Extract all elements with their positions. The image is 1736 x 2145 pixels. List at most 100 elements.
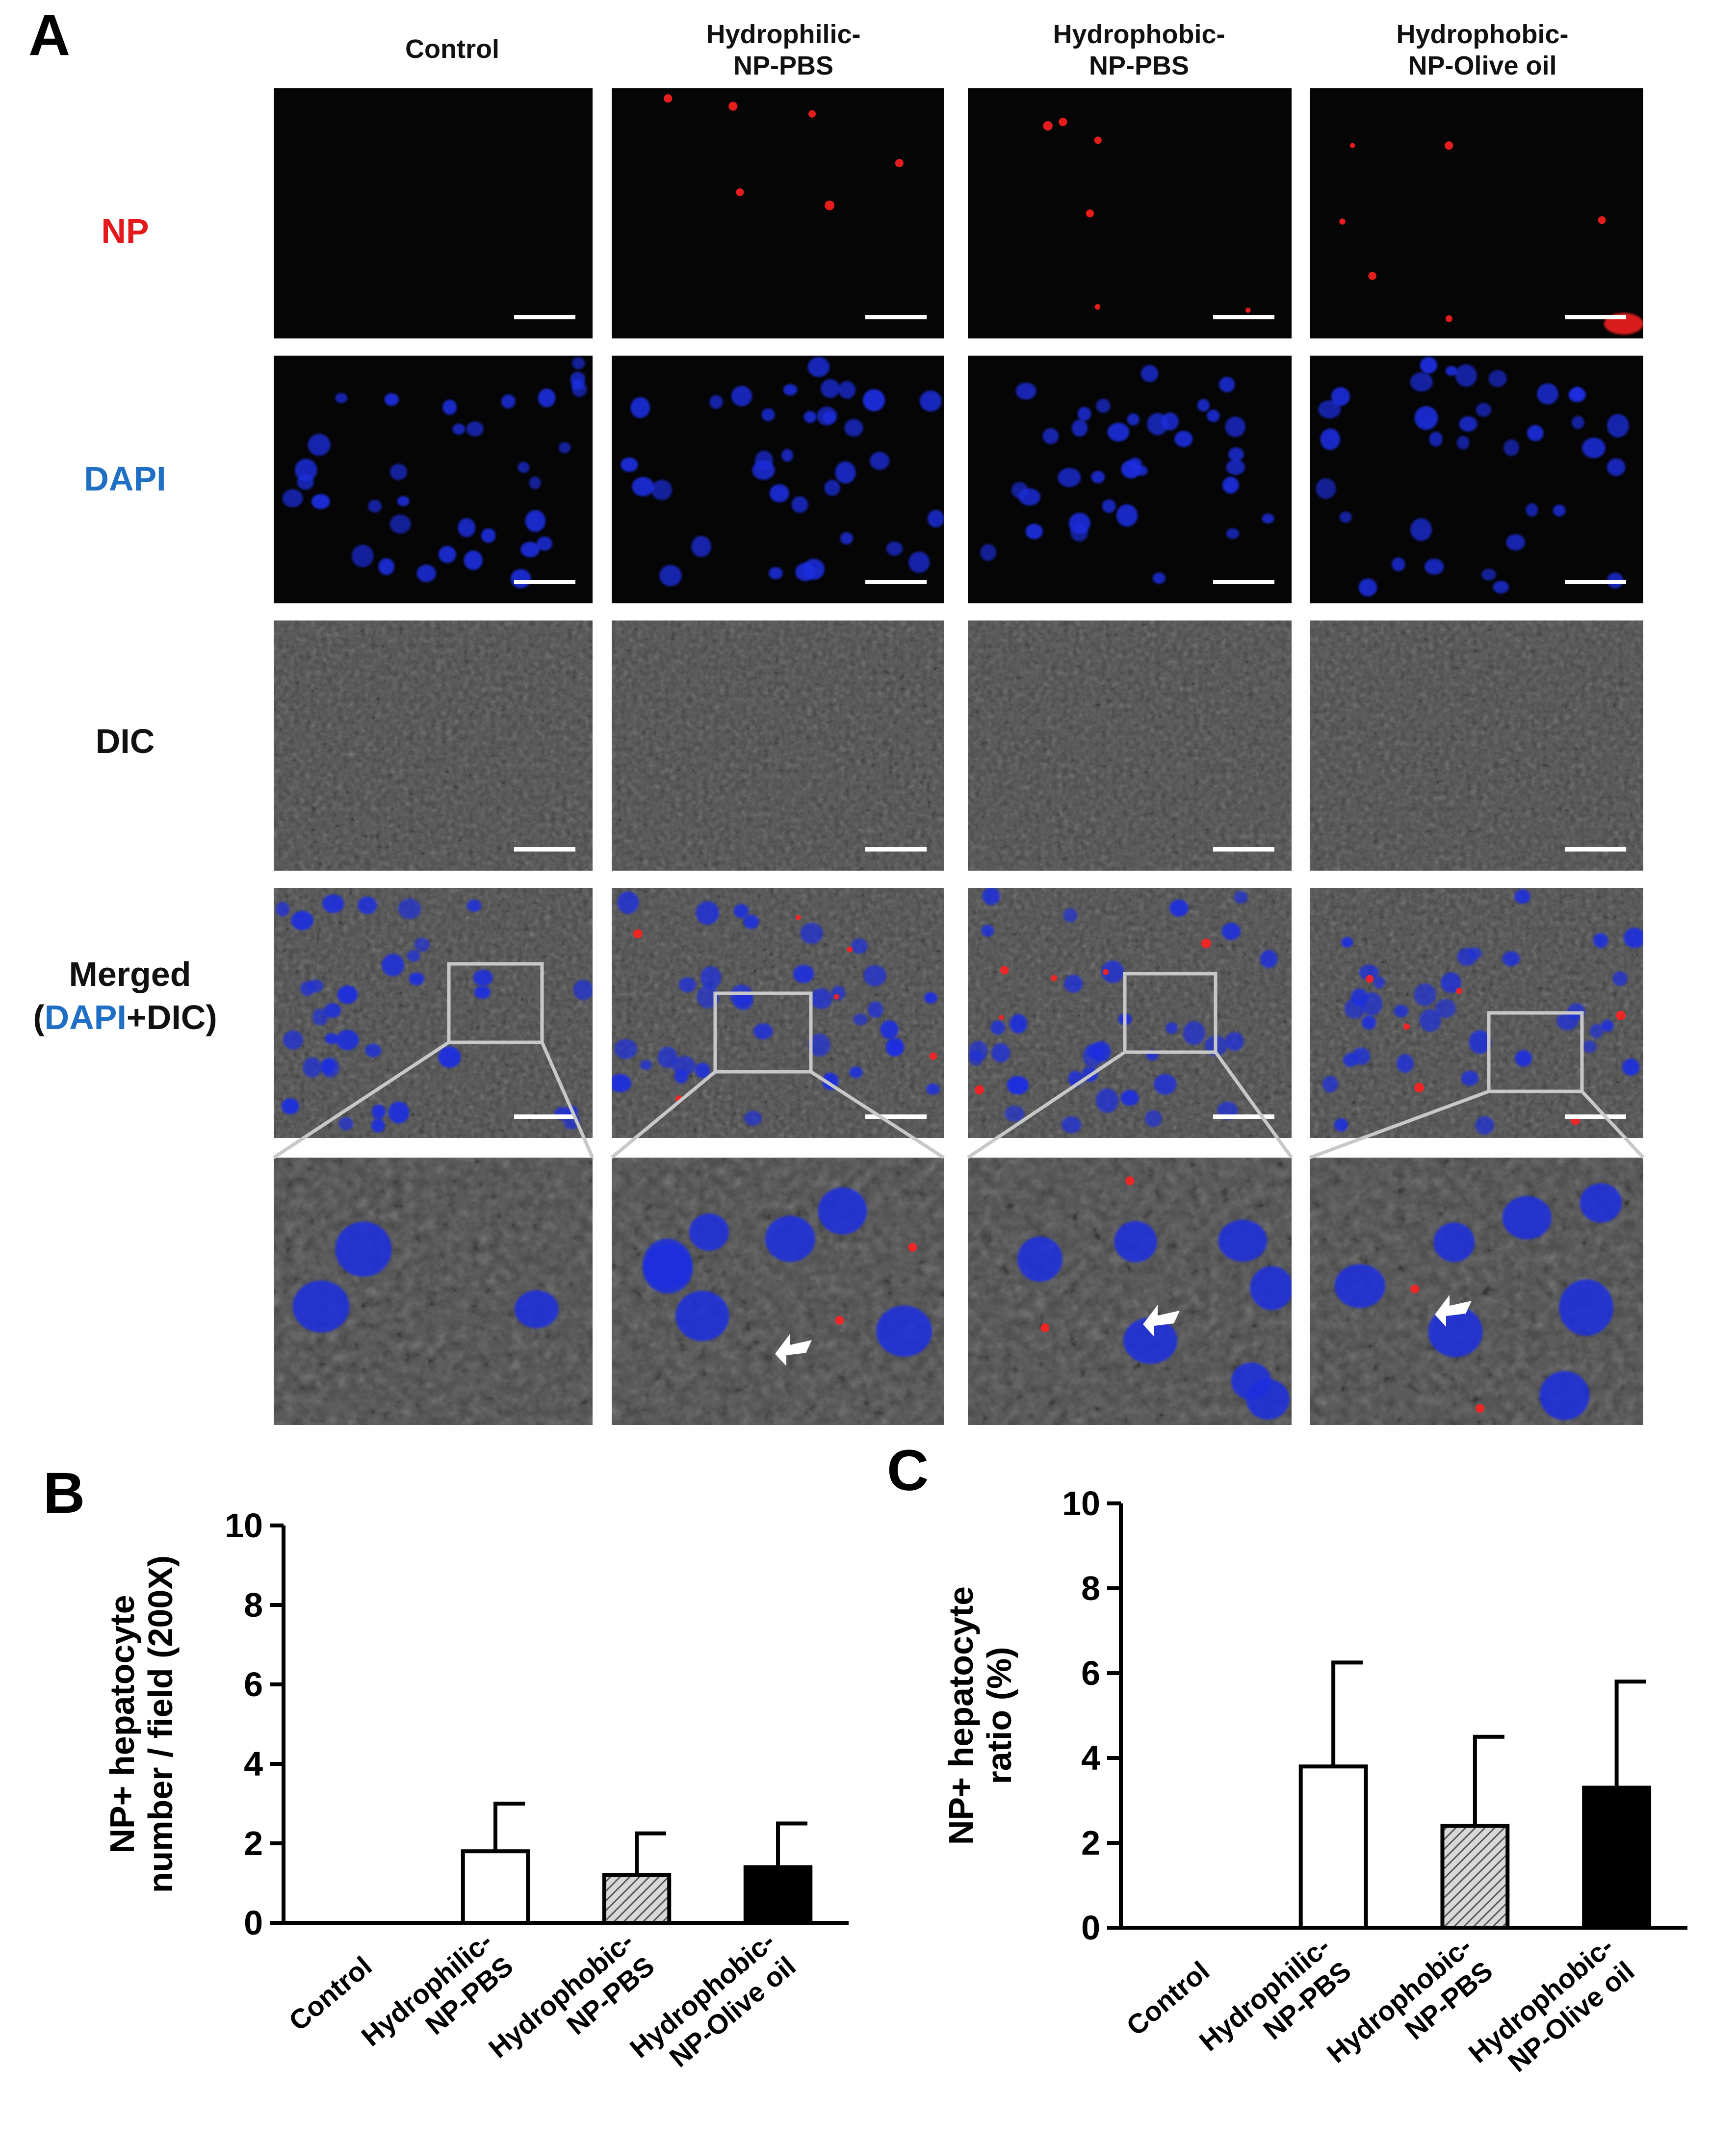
bar-3 [1582,1785,1652,1930]
zoom-line-right-col-1 [810,1070,945,1159]
scale-bar [1565,1114,1626,1119]
micrograph-zoom-col-3 [1310,1158,1643,1425]
scale-bar [514,315,575,319]
micrograph-np-col-2 [968,88,1292,338]
micrograph-merged-col-3 [1310,888,1643,1138]
column-header-3-line-0: Hydrophobic- [1397,20,1569,49]
row-label-dic: DIC [96,722,155,760]
x-category-label-2: Hydrophobic-NP-PBS [483,1925,660,2064]
y-tick-label: 4 [244,1745,263,1783]
row-label-np: NP [101,212,149,250]
panel-b-letter: B [43,1461,85,1525]
panel-a-letter: A [28,3,70,68]
y-axis-label: NP+ hepatocyte ratio (%) [942,1586,1018,1845]
row-label-merged-part-2: +DIC) [127,998,217,1036]
bar-1 [461,1849,530,1925]
scale-bar [865,847,927,852]
row-label-merged-part-1: DAPI [45,998,127,1036]
micrograph-dapi-col-3 [1310,356,1643,603]
column-header-1-line-1: NP-PBS [733,51,833,80]
zoom-line-left-col-2 [967,1051,1126,1159]
y-tick-label: 0 [1081,1909,1100,1947]
panel-a: A Control Hydrophilic-NP-PBSHydrophobic-N… [28,3,1645,1425]
x-category-label-3: Hydrophobic-NP-Olive oil [624,1925,802,2073]
zoom-line-left-col-3 [1309,1089,1490,1160]
arrow-icon [1143,1305,1180,1337]
micrograph-dic-col-0 [274,620,593,871]
scale-bar [1565,315,1626,319]
scale-bar [1565,580,1626,584]
column-headers: Control Hydrophilic-NP-PBSHydrophobic-NP-… [405,20,1568,80]
panel-c-letter: C [887,1438,929,1503]
bar-1 [1298,1764,1368,1930]
y-tick-label: 10 [1062,1484,1100,1523]
y-axis-label-line-1: number / field (200X) [141,1555,180,1893]
micrograph-merged-col-0 [274,888,593,1138]
bar-2 [602,1873,672,1925]
y-tick-label: 2 [244,1824,263,1862]
row-label-merged: (DAPI+DIC) [33,998,217,1036]
zoom-box-col-2 [1123,972,1218,1054]
scale-bar [514,580,575,584]
panel-b: B 0 2 4 6 8 10 NP+ hepatocyte number / field (2… [43,1461,849,2073]
micrograph-dic-col-2 [968,620,1292,871]
scale-bar [1565,847,1626,852]
y-tick-label: 6 [1081,1654,1100,1692]
row-label-dic-part-0: DIC [96,722,155,760]
zoom-line-right-col-3 [1581,1090,1645,1159]
micrograph-dapi-col-2 [968,356,1292,603]
row-label-dapi-part-0: DAPI [84,460,166,498]
micrograph-zoom-col-2 [968,1158,1292,1425]
scale-bar [865,315,927,319]
y-tick-label: 4 [1081,1739,1100,1777]
micrograph-np-col-0 [274,88,593,338]
column-header-2-line-0: Hydrophobic- [1053,20,1225,49]
zoom-line-right-col-2 [1214,1051,1293,1159]
scale-bar [1213,1114,1274,1119]
micrograph-zoom-col-1 [612,1158,944,1425]
zoom-box-col-3 [1487,1011,1584,1093]
scale-bar [514,847,575,852]
micrograph-dapi-col-1 [612,356,944,603]
y-tick-label: 8 [244,1586,263,1624]
micrograph-zoom-col-0 [274,1158,593,1425]
x-category-label-2: Hydrophobic-NP-PBS [1321,1930,1499,2068]
micrograph-dic-col-3 [1310,620,1643,871]
y-axis-label: NP+ hepatocyte number / field (200X) [103,1555,180,1893]
y-tick-label: 2 [1081,1824,1100,1862]
scale-bar [865,1114,927,1119]
y-tick-label: 6 [244,1665,263,1704]
zoom-line-left-col-1 [610,1070,717,1159]
bar-3 [743,1865,813,1925]
zoom-line-right-col-0 [540,1041,595,1159]
scale-bar [1213,315,1274,319]
scale-bar [865,580,927,584]
row-label-np-part-0: NP [101,212,149,250]
arrow-icon [1435,1295,1472,1327]
arrow-icon [775,1334,812,1366]
row-label-dapi: DAPI [84,460,166,498]
column-header-2-line-1: NP-PBS [1089,51,1189,80]
micrograph-grid [273,88,1645,1425]
micrograph-np-col-1 [612,88,944,338]
y-tick-label: 10 [225,1506,263,1545]
scale-bar [514,1114,575,1119]
zoom-box-col-1 [713,991,813,1074]
x-category-label-3: Hydrophobic-NP-Olive oil [1463,1930,1640,2078]
micrograph-merged-col-2 [968,888,1292,1138]
micrograph-dic-col-1 [612,620,944,871]
scale-bar [1213,580,1274,584]
row-label-merged-part-0: ( [33,998,45,1036]
scale-bar [1213,847,1274,852]
column-header-1-line-0: Hydrophilic- [706,20,860,49]
micrograph-np-col-3 [1310,88,1643,338]
y-axis-label-line-1: ratio (%) [980,1647,1018,1784]
column-header-0-line-0: Control [405,34,499,64]
y-tick-label: 0 [244,1904,263,1942]
column-header-3-line-1: NP-Olive oil [1408,51,1556,80]
y-axis-label-line-0: NP+ hepatocyte [103,1595,141,1853]
